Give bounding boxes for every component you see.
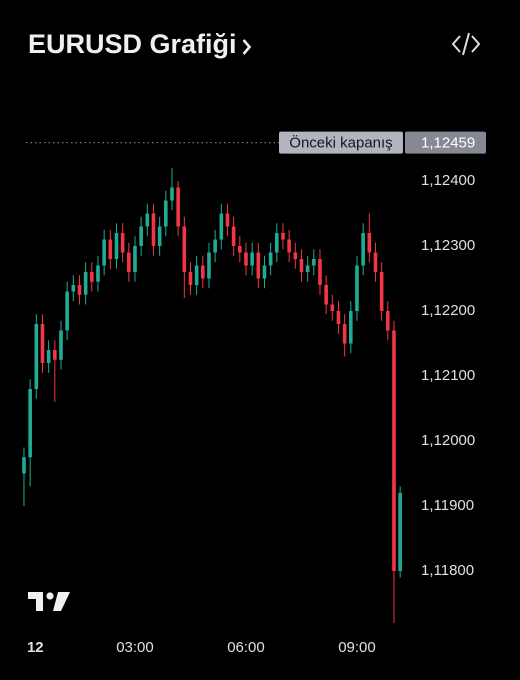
- candle-body: [108, 239, 113, 259]
- candle-body: [231, 226, 236, 246]
- candle-body: [90, 272, 94, 282]
- candle-body: [355, 265, 359, 311]
- candle-body: [262, 265, 267, 279]
- candle-body: [182, 226, 187, 272]
- candle-body: [324, 285, 328, 305]
- candle-body: [145, 213, 150, 227]
- y-tick-label: 1,12000: [421, 432, 475, 449]
- x-tick-label: 09:00: [338, 639, 376, 656]
- candle-body: [188, 272, 193, 285]
- y-tick-label: 1,12400: [421, 172, 475, 189]
- x-tick-label: 12: [27, 639, 44, 656]
- candle-body: [40, 324, 45, 363]
- candle-body: [392, 330, 396, 571]
- candle-body: [46, 350, 51, 363]
- chart-title: EURUSD Grafiği: [28, 29, 237, 59]
- candle-body: [201, 265, 205, 279]
- candle-body: [22, 457, 26, 474]
- candle-body: [244, 252, 248, 266]
- candle-body: [305, 265, 310, 272]
- y-tick-label: 1,11800: [421, 562, 474, 579]
- candle-body: [34, 324, 39, 389]
- candle-body: [373, 252, 378, 272]
- candle-body: [398, 493, 402, 571]
- candle-body: [250, 252, 254, 266]
- candle-body: [151, 213, 156, 246]
- candle-body: [225, 213, 230, 227]
- candle-body: [133, 246, 137, 272]
- candle-body: [127, 252, 131, 272]
- candle-body: [256, 252, 261, 279]
- candle-body: [330, 304, 335, 311]
- reference-value-box: [405, 131, 486, 154]
- candle-body: [287, 239, 291, 253]
- candle-body: [238, 246, 242, 253]
- candle-body: [281, 233, 285, 240]
- candle-body: [120, 233, 125, 253]
- candle-body: [379, 272, 384, 311]
- candle-body: [367, 233, 372, 253]
- candle-body: [53, 350, 57, 360]
- candle-body: [312, 259, 316, 266]
- candle-body: [65, 291, 69, 331]
- title-chevron[interactable]: [242, 39, 252, 55]
- candle-body: [268, 252, 273, 266]
- candle-body: [275, 233, 279, 253]
- reference-value: 1,12459: [421, 135, 475, 152]
- candle-body: [59, 330, 63, 360]
- candle-body: [293, 252, 298, 259]
- candle-body: [176, 187, 180, 227]
- candle-body: [207, 252, 211, 279]
- candle-body: [386, 311, 390, 331]
- embed-icon[interactable]: [451, 32, 481, 56]
- candle-body: [71, 285, 76, 292]
- candle-body: [139, 226, 143, 246]
- candle-body: [318, 259, 322, 285]
- candle-body: [361, 233, 365, 266]
- candle-body: [102, 239, 106, 266]
- candle-body: [194, 265, 199, 285]
- candle-body: [219, 213, 224, 240]
- candle-body: [213, 239, 217, 253]
- candle-body: [164, 200, 168, 227]
- tradingview-logo: [28, 592, 70, 611]
- candle-body: [77, 285, 82, 295]
- candle-body: [114, 233, 119, 259]
- candle-body: [157, 226, 162, 246]
- candle-body: [342, 324, 347, 344]
- y-tick-label: 1,12100: [421, 367, 475, 384]
- y-tick-label: 1,12300: [421, 237, 475, 254]
- reference-name-box: [279, 131, 403, 154]
- candle-body: [170, 187, 174, 201]
- candle-body: [28, 389, 32, 458]
- candle-body: [299, 259, 304, 272]
- candle-body: [349, 311, 353, 344]
- candle-body: [83, 272, 88, 295]
- y-tick-label: 1,11900: [421, 497, 474, 514]
- candle-body: [336, 311, 341, 324]
- x-tick-label: 03:00: [116, 639, 154, 656]
- y-tick-label: 1,12200: [421, 302, 475, 319]
- x-tick-label: 06:00: [227, 639, 265, 656]
- reference-name: Önceki kapanış: [289, 134, 392, 152]
- candle-body: [96, 265, 100, 282]
